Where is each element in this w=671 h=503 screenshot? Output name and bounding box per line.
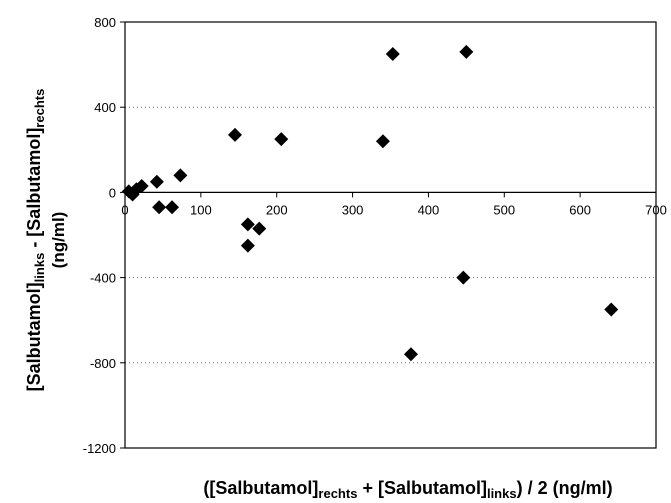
- plot-frame: [124, 21, 657, 449]
- data-point: [403, 347, 418, 362]
- x-tick-label: 100: [190, 202, 212, 217]
- data-point: [240, 217, 255, 232]
- data-point: [149, 174, 164, 189]
- y-tick-label: -1200: [83, 441, 116, 456]
- gridlines: [125, 106, 656, 364]
- data-point: [227, 127, 242, 142]
- y-tick-label: 400: [94, 100, 116, 115]
- data-point: [456, 270, 471, 285]
- x-tick-label: 300: [342, 202, 364, 217]
- data-point: [152, 200, 167, 215]
- data-point: [165, 200, 180, 215]
- plot-border: [124, 21, 657, 449]
- x-axis-title: ([Salbutamol]rechts + [Salbutamol]links)…: [203, 478, 612, 501]
- x-tick-label: 600: [569, 202, 591, 217]
- data-point: [274, 132, 289, 147]
- y-tick-label: -400: [90, 271, 116, 286]
- y-tick-label: 800: [94, 15, 116, 30]
- data-point: [173, 168, 188, 183]
- data-point: [385, 46, 400, 61]
- y-tick-label: 0: [109, 185, 116, 200]
- data-point: [240, 238, 255, 253]
- x-tick-label: 200: [266, 202, 288, 217]
- data-point: [459, 44, 474, 59]
- x-tick-label: 0: [121, 202, 128, 217]
- x-tick-label: 700: [645, 202, 667, 217]
- x-tick-labels: 0 100 200 300 400 500 600 700: [121, 192, 667, 217]
- data-point: [375, 134, 390, 149]
- data-point: [134, 179, 149, 194]
- y-tick-labels: 800 400 0 -400 -800 -1200: [83, 15, 125, 456]
- y-tick-label: -800: [90, 356, 116, 371]
- data-point: [252, 221, 267, 236]
- x-tick-label: 400: [418, 202, 440, 217]
- data-points: [121, 44, 619, 362]
- data-point: [604, 302, 619, 317]
- x-tick-label: 500: [493, 202, 515, 217]
- y-axis-title: [Salbutamol]links - [Salbutamol]rechts: [24, 89, 47, 392]
- y-axis-unit: (ng/ml): [49, 212, 68, 269]
